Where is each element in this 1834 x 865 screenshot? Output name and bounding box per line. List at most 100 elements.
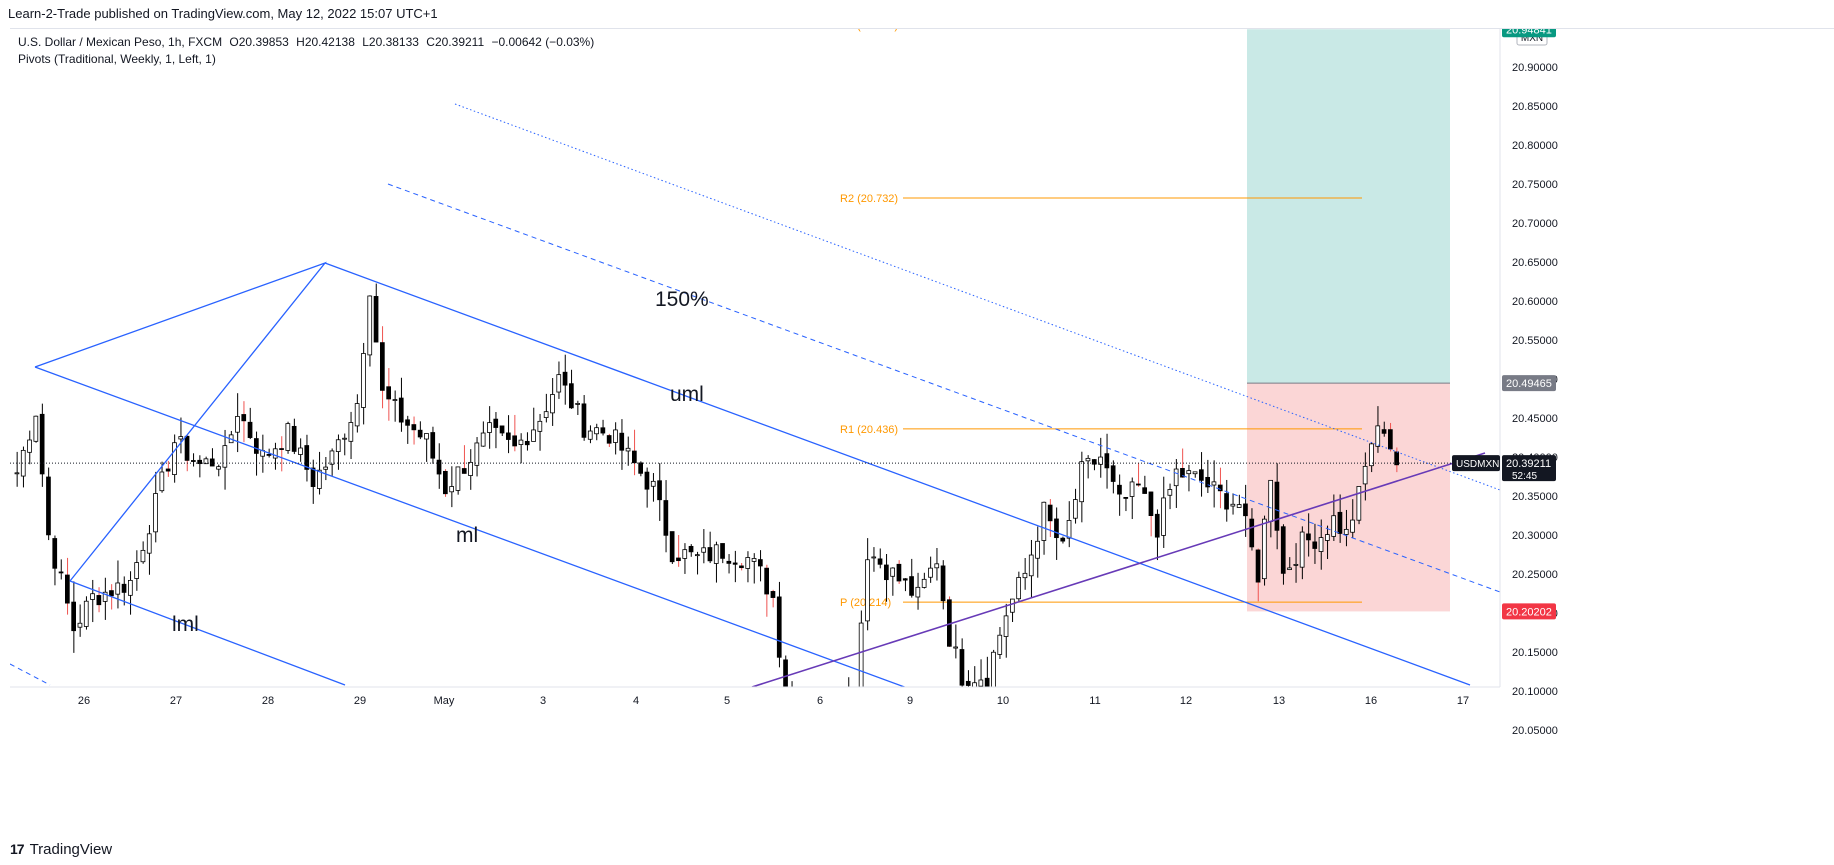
candle — [928, 567, 933, 578]
candle — [172, 442, 177, 475]
candle — [1381, 429, 1387, 434]
candle — [71, 601, 77, 632]
chart-frame[interactable]: R3 (20.954)R2 (20.732)R1 (20.436)P (20.2… — [10, 21, 1834, 839]
candle — [1356, 486, 1362, 521]
last-price-tag: 20.39211 — [1506, 458, 1551, 470]
y-tick-label: 20.85000 — [1512, 101, 1558, 113]
candle — [1098, 456, 1103, 465]
candle — [178, 436, 184, 440]
candle — [776, 596, 782, 658]
candle — [222, 445, 228, 468]
candle — [1236, 504, 1242, 508]
candle — [884, 564, 889, 581]
candle — [751, 558, 757, 562]
candle — [1350, 519, 1355, 533]
price-chart[interactable]: R3 (20.954)R2 (20.732)R1 (20.436)P (20.2… — [10, 21, 1834, 839]
pivots-indicator-label[interactable]: Pivots (Traditional, Weekly, 1, Left, 1) — [18, 52, 216, 66]
candle — [575, 403, 581, 405]
candle — [468, 461, 473, 476]
candle — [840, 718, 844, 720]
candle — [58, 571, 64, 574]
candle — [455, 466, 461, 491]
candle — [619, 432, 625, 451]
candle — [1136, 483, 1141, 486]
candle — [1243, 503, 1248, 517]
candle — [657, 480, 662, 501]
candle — [915, 586, 921, 598]
candle — [109, 590, 114, 597]
candle — [594, 427, 599, 435]
candle — [121, 583, 127, 593]
x-tick-label: 28 — [262, 695, 274, 707]
ext-150-label: 150% — [655, 288, 709, 311]
candle — [474, 442, 480, 466]
candle — [1274, 481, 1280, 531]
candle — [758, 559, 763, 567]
candle — [335, 439, 341, 452]
pivot-label-1: R2 (20.732) — [840, 193, 898, 205]
candle — [600, 427, 606, 434]
pivot-label-0: R3 (20.954) — [840, 29, 898, 32]
candle — [216, 466, 221, 470]
y-tick-label: 20.45000 — [1512, 413, 1558, 425]
candle — [1325, 534, 1330, 541]
candle — [20, 449, 26, 477]
candle — [272, 448, 278, 459]
candle — [310, 467, 316, 487]
candle — [783, 659, 788, 687]
candle — [713, 544, 719, 564]
tradingview-brand[interactable]: TradingView — [29, 840, 113, 858]
candle — [115, 582, 121, 595]
candle — [1343, 528, 1349, 535]
x-tick-label: 17 — [1457, 695, 1469, 707]
candle — [1255, 549, 1261, 583]
pitchfork-upper-line — [324, 262, 1471, 686]
candle — [1211, 481, 1217, 486]
candle — [638, 462, 644, 474]
candle — [361, 353, 366, 408]
candle — [373, 296, 379, 343]
candle — [505, 432, 511, 440]
symbol-title[interactable]: U.S. Dollar / Mexican Peso, 1h, FXCM — [18, 35, 223, 49]
candle — [1079, 461, 1084, 503]
candle — [1003, 615, 1009, 637]
candle — [953, 646, 959, 649]
candle — [1280, 526, 1286, 574]
candle — [379, 342, 385, 391]
candle — [1022, 572, 1028, 579]
candle — [632, 450, 637, 464]
candle — [896, 563, 902, 582]
candle — [676, 557, 681, 562]
pitchfork-median-line — [34, 366, 907, 687]
candle — [430, 432, 436, 459]
candle — [770, 591, 776, 598]
candle — [405, 419, 410, 426]
candle — [1142, 487, 1147, 494]
candle — [1249, 518, 1255, 548]
candle — [1293, 563, 1299, 566]
candle — [417, 429, 423, 438]
candle — [1337, 511, 1343, 534]
candle — [247, 421, 253, 438]
y-tick-label: 20.05000 — [1512, 725, 1558, 737]
candle — [1154, 513, 1160, 538]
last-price-tag-bg — [1502, 455, 1556, 482]
candle — [33, 415, 39, 442]
tradingview-logo-icon[interactable]: 17 — [10, 841, 25, 857]
candle — [663, 500, 669, 536]
candle — [480, 432, 486, 447]
candle — [828, 726, 832, 731]
candle — [27, 439, 32, 453]
x-tick-label: 4 — [633, 695, 639, 707]
x-tick-label: 10 — [997, 695, 1009, 707]
candle — [1230, 503, 1236, 507]
candle — [266, 454, 272, 456]
candle — [965, 680, 971, 686]
symbol-tag-bg — [1452, 455, 1500, 472]
candle — [847, 696, 851, 718]
candle — [790, 699, 794, 746]
candle — [688, 545, 694, 553]
candle — [83, 600, 89, 627]
candle — [291, 425, 297, 452]
candle — [1110, 465, 1116, 482]
